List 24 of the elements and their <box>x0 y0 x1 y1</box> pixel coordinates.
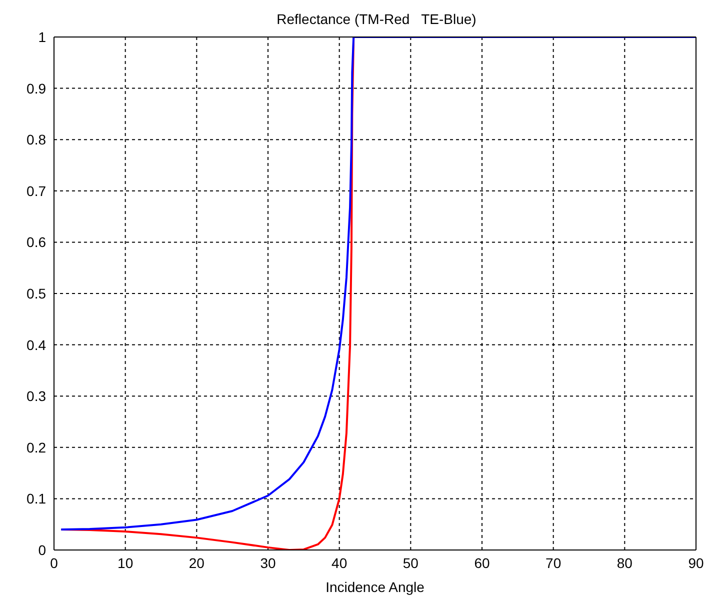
x-tick-label: 70 <box>546 554 562 571</box>
x-tick-label: 20 <box>188 554 205 571</box>
y-tick-label: 0.3 <box>26 388 46 404</box>
y-tick-label: 0.6 <box>26 234 46 250</box>
y-tick-label: 1 <box>38 28 46 45</box>
y-tick-label: 0.9 <box>26 80 46 96</box>
x-tick-label: 0 <box>50 554 58 571</box>
x-axis-title: Incidence Angle <box>326 579 425 595</box>
x-tick-label: 80 <box>616 554 633 571</box>
y-tick-label: 0.5 <box>26 285 46 302</box>
x-tick-label: 60 <box>474 554 490 571</box>
chart-title: Reflectance (TM-Red TE-Blue) <box>276 10 478 29</box>
y-tick-label: 0.2 <box>26 439 46 456</box>
x-tick-label: 40 <box>332 554 348 571</box>
y-tick-label: 0 <box>38 542 46 558</box>
y-tick-label: 0.8 <box>26 132 46 148</box>
y-tick-label: 0.7 <box>26 182 46 199</box>
y-tick-label: 0.1 <box>26 490 46 507</box>
x-tick-label: 10 <box>118 554 134 571</box>
x-tick-label: 50 <box>402 554 419 571</box>
line-series <box>60 37 696 530</box>
x-tick-label: 90 <box>688 554 704 571</box>
x-tick-label: 30 <box>260 554 276 571</box>
y-tick-label: 0.4 <box>26 336 46 353</box>
